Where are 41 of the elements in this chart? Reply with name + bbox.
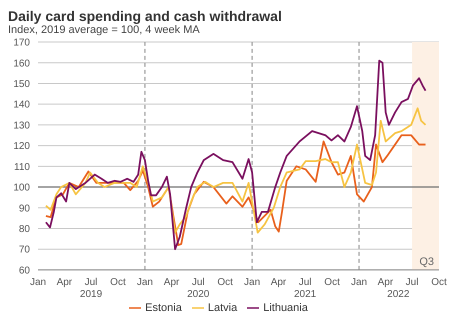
x-tick-label: Apr bbox=[270, 277, 287, 288]
x2-tick-label: 2021 bbox=[294, 289, 317, 300]
x-tick-label: Jul bbox=[84, 277, 98, 288]
legend-label: Lithuania bbox=[263, 302, 308, 314]
x-tick-label: Oct bbox=[217, 277, 234, 288]
x-tick-label: Jan bbox=[244, 277, 260, 288]
x-tick-label: Jan bbox=[350, 277, 368, 288]
legend-label: Estonia bbox=[145, 302, 182, 314]
y-tick-label: 120 bbox=[13, 141, 30, 152]
y-tick-label: 170 bbox=[13, 38, 30, 49]
x-tick-label: Apr bbox=[378, 277, 394, 288]
y-tick-label: 150 bbox=[13, 78, 30, 90]
y-tick-label: 100 bbox=[13, 182, 30, 194]
x-tick-label: Apr bbox=[56, 277, 73, 288]
line-series bbox=[45, 107, 426, 234]
y-tick-label: 140 bbox=[13, 100, 30, 111]
x-tick-label: Apr bbox=[164, 277, 180, 288]
x-tick-label: Oct bbox=[324, 277, 340, 288]
y-tick-label: 160 bbox=[13, 58, 30, 70]
legend-label: Latvia bbox=[208, 302, 238, 314]
y-tick-label: 130 bbox=[13, 120, 30, 132]
y-tick-label: 90 bbox=[18, 203, 30, 214]
chart-subtitle: Index, 2019 average = 100, 4 week MA bbox=[8, 24, 201, 36]
x-tick-label: Oct bbox=[431, 277, 447, 288]
chart-title: Daily card spending and cash withdrawal bbox=[8, 8, 283, 24]
band-label: Q3 bbox=[419, 256, 434, 268]
line-series bbox=[45, 134, 426, 246]
y-tick-label: 60 bbox=[18, 265, 30, 276]
x-tick-label: Oct bbox=[110, 277, 126, 288]
x2-tick-label: 2020 bbox=[187, 289, 210, 300]
x-tick-label: Jan bbox=[136, 277, 153, 288]
x-tick-label: Jul bbox=[192, 277, 205, 288]
y-tick-label: 70 bbox=[18, 244, 30, 256]
y-tick-label: 110 bbox=[14, 162, 30, 173]
y-tick-label: 80 bbox=[18, 224, 30, 236]
x-tick-label: Jul bbox=[298, 277, 312, 288]
x2-tick-label: 2022 bbox=[387, 289, 410, 300]
x2-tick-label: 2019 bbox=[80, 289, 103, 300]
line-series bbox=[45, 60, 426, 250]
x-tick-label: Jul bbox=[406, 277, 418, 288]
x-tick-label: Jan bbox=[30, 277, 46, 288]
